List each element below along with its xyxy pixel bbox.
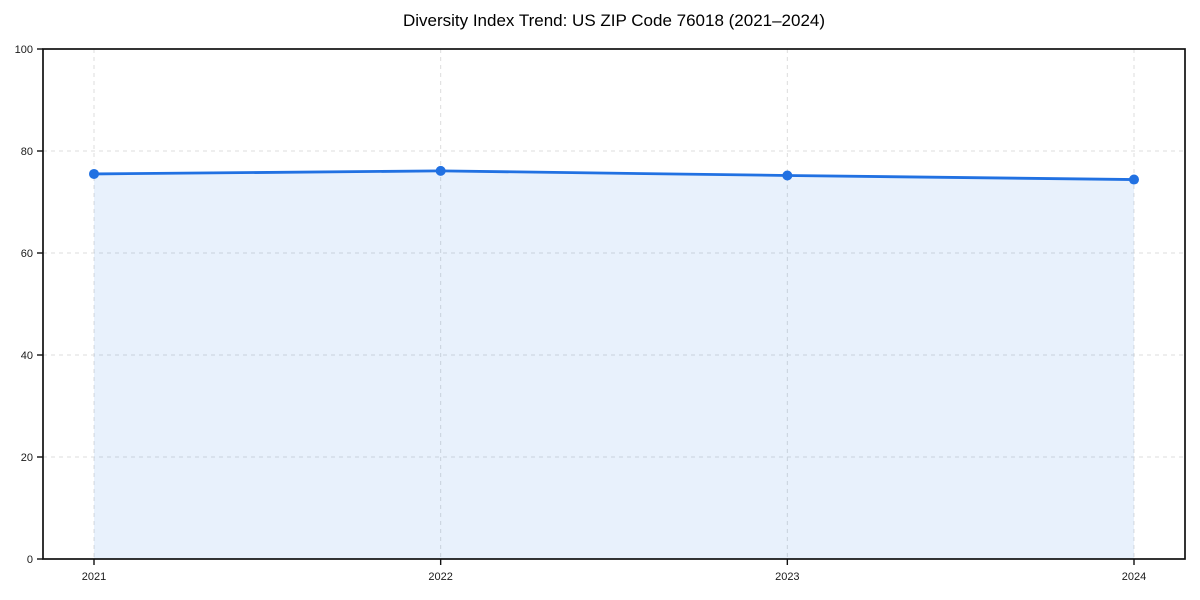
series-area-fill (94, 170, 1134, 559)
y-tick-label: 100 (15, 44, 33, 56)
plot-frame (42, 48, 1186, 560)
series-line (92, 169, 1136, 181)
x-tick-label: 2021 (82, 571, 106, 583)
data-point (435, 165, 446, 176)
data-point (1129, 174, 1139, 185)
data-point (782, 170, 793, 181)
data-point (89, 168, 99, 179)
x-tick-label: 2023 (775, 571, 799, 583)
y-tick-label: 60 (21, 248, 33, 260)
x-tick-label: 2022 (428, 571, 452, 583)
x-tick-label: 2024 (1122, 571, 1146, 583)
y-tick-label: 0 (27, 554, 33, 566)
y-tick-label: 20 (21, 452, 33, 464)
chart-title: Diversity Index Trend: US ZIP Code 76018… (402, 11, 826, 30)
y-tick-label: 40 (21, 350, 33, 362)
y-tick-label: 80 (21, 146, 33, 158)
